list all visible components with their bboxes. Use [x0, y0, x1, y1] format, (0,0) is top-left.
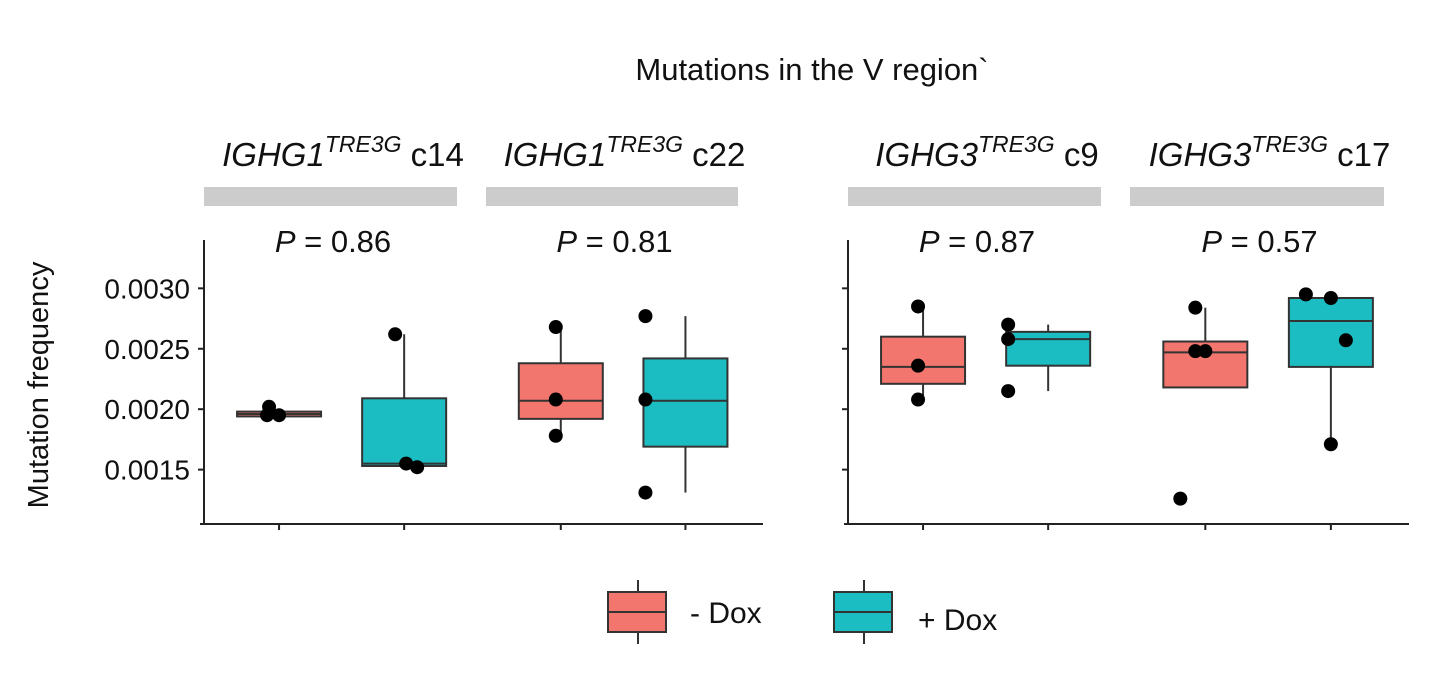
data-point [260, 408, 275, 423]
data-point [1188, 344, 1203, 359]
box-group [236, 399, 323, 530]
data-point [548, 428, 563, 443]
y-tick-label: 0.0025 [104, 334, 190, 365]
data-point [1173, 491, 1188, 506]
box-group [880, 299, 967, 530]
data-point [399, 456, 414, 471]
p-value-label: P = 0.86 [275, 224, 391, 259]
legend: - Dox + Dox [607, 580, 997, 644]
y-tick-label: 0.0020 [104, 394, 190, 425]
strip-clone: c22 [683, 136, 745, 173]
legend-label: - Dox [690, 597, 762, 630]
box-body [361, 397, 448, 467]
y-axis-label: Mutation frequency [23, 261, 55, 508]
data-point [1338, 333, 1353, 348]
panel-ighg1-c22: IGHG1TRE3G c22 P = 0.81 [482, 131, 763, 530]
data-point [638, 392, 653, 407]
data-point [1198, 344, 1213, 359]
box-group [1287, 287, 1374, 530]
p-value-symbol: P [1201, 224, 1222, 259]
p-value-symbol: P [275, 224, 296, 259]
strip-clone: c17 [1328, 136, 1390, 173]
data-point [1298, 287, 1313, 302]
data-point [1001, 384, 1016, 399]
box-body [880, 335, 967, 385]
data-point [548, 392, 563, 407]
data-point [1001, 317, 1016, 332]
p-value-label: P = 0.87 [919, 224, 1035, 259]
box-body [1005, 330, 1092, 367]
box-group [1162, 300, 1249, 530]
box-group [1001, 317, 1092, 530]
strip-superscript: TRE3G [606, 131, 683, 157]
strip-superscript: TRE3G [325, 131, 402, 157]
strip-gene: IGHG1 [222, 136, 325, 173]
p-value-symbol: P [556, 224, 577, 259]
box-body [1287, 297, 1374, 368]
strip-clone: c14 [402, 136, 464, 173]
box-group [638, 309, 729, 530]
p-value-symbol: P [919, 224, 940, 259]
data-point [911, 299, 926, 314]
legend-label: + Dox [918, 604, 997, 637]
strip-clone: c9 [1055, 136, 1099, 173]
box-group [361, 327, 448, 530]
data-point [272, 408, 287, 423]
data-point [911, 392, 926, 407]
data-point [638, 485, 653, 500]
box-body [517, 362, 604, 420]
strip-bar [486, 187, 738, 206]
strip-gene: IGHG3 [875, 136, 978, 173]
panel-ighg1-c14: IGHG1TRE3G c14 P = 0.86 0.0015 0.0020 0.0025… [104, 131, 482, 530]
data-point [410, 460, 425, 475]
data-point [638, 309, 653, 324]
box-group [517, 320, 604, 530]
strip-superscript: TRE3G [1251, 131, 1328, 157]
data-point [911, 358, 926, 373]
box-body [642, 357, 729, 448]
strip-title: IGHG3TRE3G c9 [875, 131, 1098, 173]
panel-ighg3-c17: IGHG3TRE3G c17 P = 0.57 [1126, 131, 1409, 530]
y-tick-label: 0.0030 [104, 273, 190, 304]
data-point [1188, 300, 1203, 315]
strip-title: IGHG3TRE3G c17 [1149, 131, 1391, 173]
y-tick-label: 0.0015 [104, 455, 190, 486]
p-value-text: = 0.87 [940, 224, 1036, 259]
data-point [548, 320, 563, 335]
data-point [388, 327, 403, 342]
strip-superscript: TRE3G [978, 131, 1055, 157]
strip-bar [1130, 187, 1384, 206]
data-point [1001, 332, 1016, 347]
legend-item: - Dox [607, 580, 762, 644]
strip-bar [204, 187, 457, 206]
legend-item: + Dox [833, 580, 997, 644]
p-value-text: = 0.57 [1222, 224, 1318, 259]
strip-bar [848, 187, 1101, 206]
p-value-text: = 0.81 [577, 224, 673, 259]
strip-gene: IGHG3 [1149, 136, 1252, 173]
p-value-text: = 0.86 [296, 224, 392, 259]
p-value-label: P = 0.57 [1201, 224, 1317, 259]
strip-gene: IGHG1 [504, 136, 607, 173]
strip-title: IGHG1TRE3G c14 [222, 131, 464, 173]
panel-ighg3-c9: IGHG3TRE3G c9 P = 0.87 [842, 131, 1126, 530]
strip-title: IGHG1TRE3G c22 [504, 131, 746, 173]
chart-title: Mutations in the V region` [635, 52, 988, 87]
data-point [1323, 437, 1338, 452]
p-value-label: P = 0.81 [556, 224, 672, 259]
data-point [1323, 291, 1338, 306]
